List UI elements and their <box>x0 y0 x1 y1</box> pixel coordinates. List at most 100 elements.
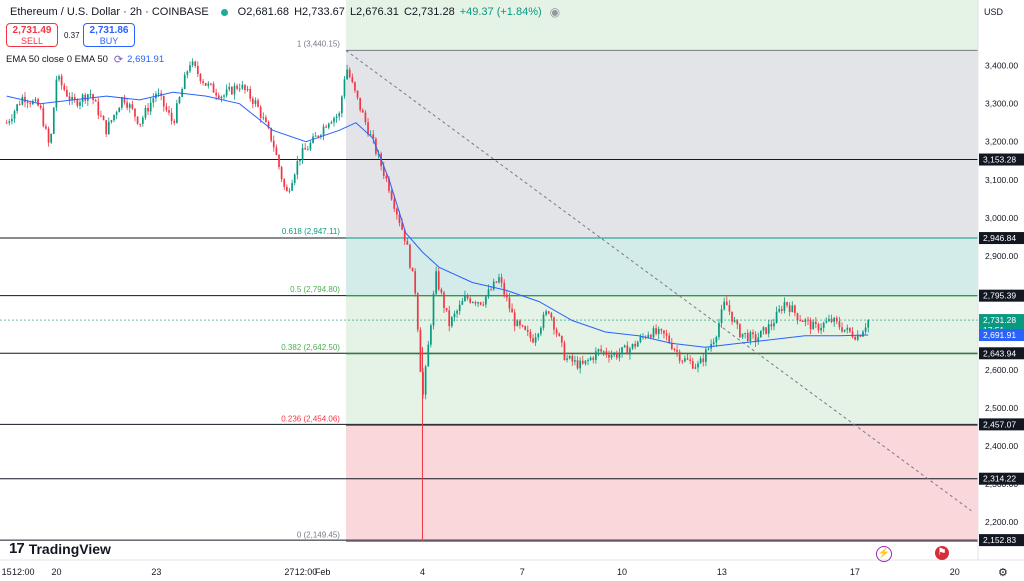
bolt-icon[interactable]: ⚡ <box>876 546 892 562</box>
candle-body <box>485 296 487 305</box>
high-value: H2,733.67 <box>294 6 345 18</box>
candle-body <box>293 174 296 184</box>
candle-body <box>134 108 136 117</box>
candle-body <box>291 183 293 191</box>
price-tag-label: 2,946.84 <box>983 233 1016 243</box>
eye-icon[interactable]: ◉ <box>549 5 561 19</box>
candle-body <box>456 310 458 314</box>
candle-body <box>600 349 602 352</box>
candle-body <box>663 330 665 334</box>
fib-level-label: 0.236 (2,454.06) <box>281 415 340 424</box>
candle-body <box>786 302 788 306</box>
y-tick-label: 2,400.00 <box>985 441 1018 451</box>
candle-body <box>668 335 671 343</box>
x-tick-label: 27 <box>284 567 294 577</box>
candle-body <box>338 113 341 117</box>
candle-body <box>246 88 249 90</box>
candle-body <box>487 289 490 297</box>
candle-body <box>168 110 170 113</box>
candle-body <box>244 84 246 90</box>
candle-body <box>262 117 265 119</box>
candle-body <box>605 351 608 355</box>
candle-body <box>862 331 864 337</box>
candle-body <box>676 349 678 352</box>
candle-body <box>223 95 225 97</box>
candle-body <box>794 305 796 314</box>
buy-button[interactable]: 2,731.86 BUY <box>83 23 135 47</box>
candle-body <box>131 104 134 109</box>
candle-body <box>636 342 639 347</box>
candle-body <box>464 295 466 302</box>
candle-body <box>50 133 53 143</box>
candle-body <box>5 122 8 124</box>
candle-body <box>403 229 406 241</box>
candle-body <box>110 120 113 122</box>
candle-body <box>783 302 786 311</box>
candle-body <box>841 327 843 332</box>
sell-button[interactable]: 2,731.49 SELL <box>6 23 58 47</box>
fib-level-label: 1 (3,440.15) <box>297 39 340 48</box>
candle-body <box>851 331 854 337</box>
candle-body <box>367 122 369 135</box>
candle-body <box>183 74 186 90</box>
candle-body <box>361 110 364 113</box>
candle-body <box>259 106 262 118</box>
candle-body <box>126 102 128 108</box>
candle-body <box>450 317 453 327</box>
x-tick-label: 12:00 <box>295 567 318 577</box>
candle-body <box>678 351 681 361</box>
candle-body <box>440 289 443 293</box>
last-price-label: 2,731.28 <box>983 315 1016 325</box>
candle-body <box>16 104 18 112</box>
candle-body <box>482 304 485 306</box>
sell-label: SELL <box>20 36 44 46</box>
candle-body <box>799 319 801 321</box>
candle-body <box>749 332 752 342</box>
ema-legend[interactable]: EMA 50 close 0 EMA 50 ⟳ 2,691.91 <box>6 53 164 66</box>
candle-body <box>52 107 55 134</box>
buy-label: BUY <box>99 36 119 46</box>
price-tag <box>979 153 1024 166</box>
symbol-title[interactable]: Ethereum / U.S. Dollar · 2h · COINBASE <box>10 6 209 18</box>
flag-icon[interactable]: ⚑ <box>935 546 949 560</box>
candle-body <box>364 112 367 123</box>
candle-body <box>697 363 699 368</box>
candle-body <box>529 331 532 339</box>
gear-icon[interactable]: ⚙ <box>998 567 1008 579</box>
candle-body <box>854 336 856 340</box>
fib-zone <box>345 237 978 296</box>
candle-body <box>498 277 500 283</box>
ema-settings-icon[interactable]: ⟳ <box>113 54 124 66</box>
candle-body <box>812 321 815 330</box>
candle-body <box>508 297 511 309</box>
candle-body <box>86 94 89 101</box>
candle-body <box>770 324 773 327</box>
candle-body <box>280 167 283 180</box>
tradingview-logo[interactable]: 17 TradingView <box>9 540 111 557</box>
candle-body <box>165 106 168 111</box>
x-tick-label: Feb <box>315 567 331 577</box>
candle-body <box>744 332 746 334</box>
candle-body <box>304 148 307 150</box>
candle-body <box>689 359 692 361</box>
candle-body <box>186 71 189 75</box>
candle-body <box>707 348 710 350</box>
candle-body <box>571 356 574 362</box>
candle-body <box>296 161 299 175</box>
candle-body <box>652 328 655 338</box>
currency-label[interactable]: USD <box>984 7 1004 17</box>
candle-body <box>568 356 571 359</box>
candle-body <box>215 92 218 96</box>
y-tick-label: 2,900.00 <box>985 251 1018 261</box>
fib-level-label: 0.382 (2,642.50) <box>281 343 340 352</box>
candle-body <box>788 305 791 312</box>
candle-body <box>309 142 312 150</box>
candle-body <box>490 289 492 291</box>
candle-body <box>369 134 372 136</box>
candle-body <box>335 116 338 119</box>
candle-body <box>492 281 495 290</box>
candle-body <box>681 360 684 362</box>
candle-body <box>458 304 461 311</box>
candle-body <box>448 310 451 327</box>
